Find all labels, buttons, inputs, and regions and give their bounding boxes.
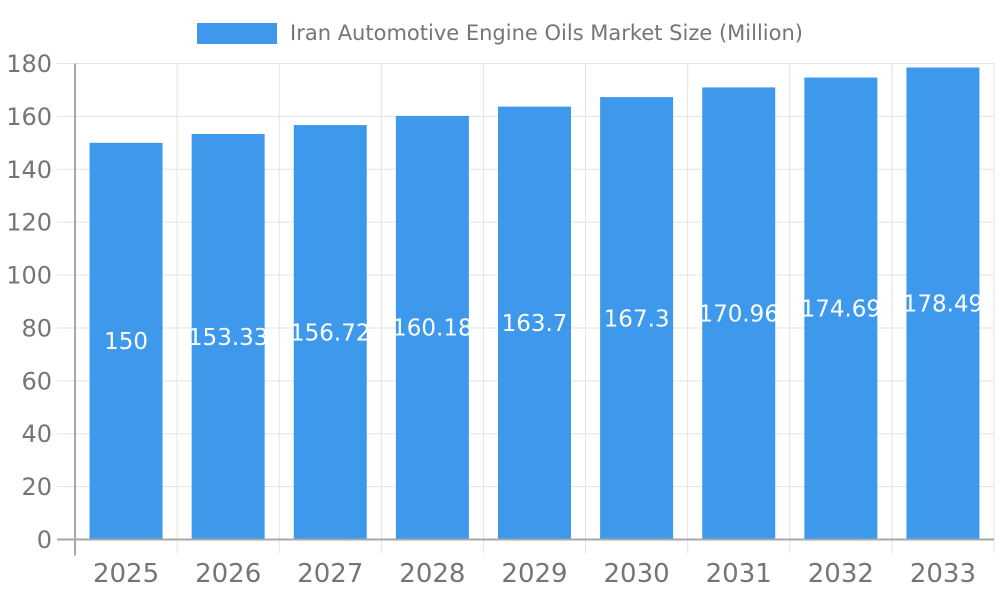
- x-tick-label: 2029: [501, 559, 567, 589]
- bar-2027[interactable]: [293, 125, 367, 540]
- y-tick-label: 0: [37, 526, 52, 554]
- bar-2026[interactable]: [191, 134, 265, 540]
- x-tick-label: 2033: [910, 559, 976, 589]
- x-tick-label: 2028: [399, 559, 465, 589]
- bar-value-label: 170.96: [698, 301, 778, 327]
- x-tick-label: 2031: [706, 559, 772, 589]
- legend-swatch: [197, 22, 278, 44]
- bar-2032[interactable]: [804, 77, 878, 540]
- bar-2031[interactable]: [702, 87, 776, 540]
- x-tick-label: 2026: [195, 559, 261, 589]
- bar-2033[interactable]: [906, 67, 980, 540]
- bar-2029[interactable]: [498, 106, 571, 540]
- bar-value-label: 178.49: [903, 291, 983, 317]
- y-tick-label: 20: [21, 473, 52, 501]
- y-tick-label: 140: [6, 156, 52, 184]
- y-tick-label: 120: [6, 209, 52, 237]
- bar-value-label: 156.72: [290, 320, 370, 346]
- y-tick-label: 160: [6, 103, 52, 131]
- y-tick-label: 40: [21, 420, 52, 448]
- legend[interactable]: Iran Automotive Engine Oils Market Size …: [0, 21, 1000, 45]
- bar-value-label: 153.33: [188, 325, 268, 351]
- bar-value-label: 163.7: [502, 311, 568, 337]
- y-tick-label: 60: [21, 367, 52, 395]
- y-tick-label: 80: [21, 314, 52, 342]
- x-tick-label: 2032: [808, 559, 874, 589]
- legend-label: Iran Automotive Engine Oils Market Size …: [290, 21, 803, 45]
- x-tick-label: 2025: [93, 559, 159, 589]
- bar-2025[interactable]: [89, 142, 163, 540]
- bar-2030[interactable]: [600, 97, 674, 540]
- bar-2028[interactable]: [395, 115, 469, 540]
- bar-value-label: 174.69: [801, 297, 881, 323]
- y-tick-label: 180: [6, 50, 52, 78]
- x-tick-label: 2027: [297, 559, 363, 589]
- bar-value-label: 160.18: [392, 316, 472, 342]
- bar-value-label: 167.3: [604, 306, 670, 332]
- bar-value-label: 150: [104, 329, 148, 355]
- x-tick-label: 2030: [604, 559, 670, 589]
- y-tick-label: 100: [6, 262, 52, 290]
